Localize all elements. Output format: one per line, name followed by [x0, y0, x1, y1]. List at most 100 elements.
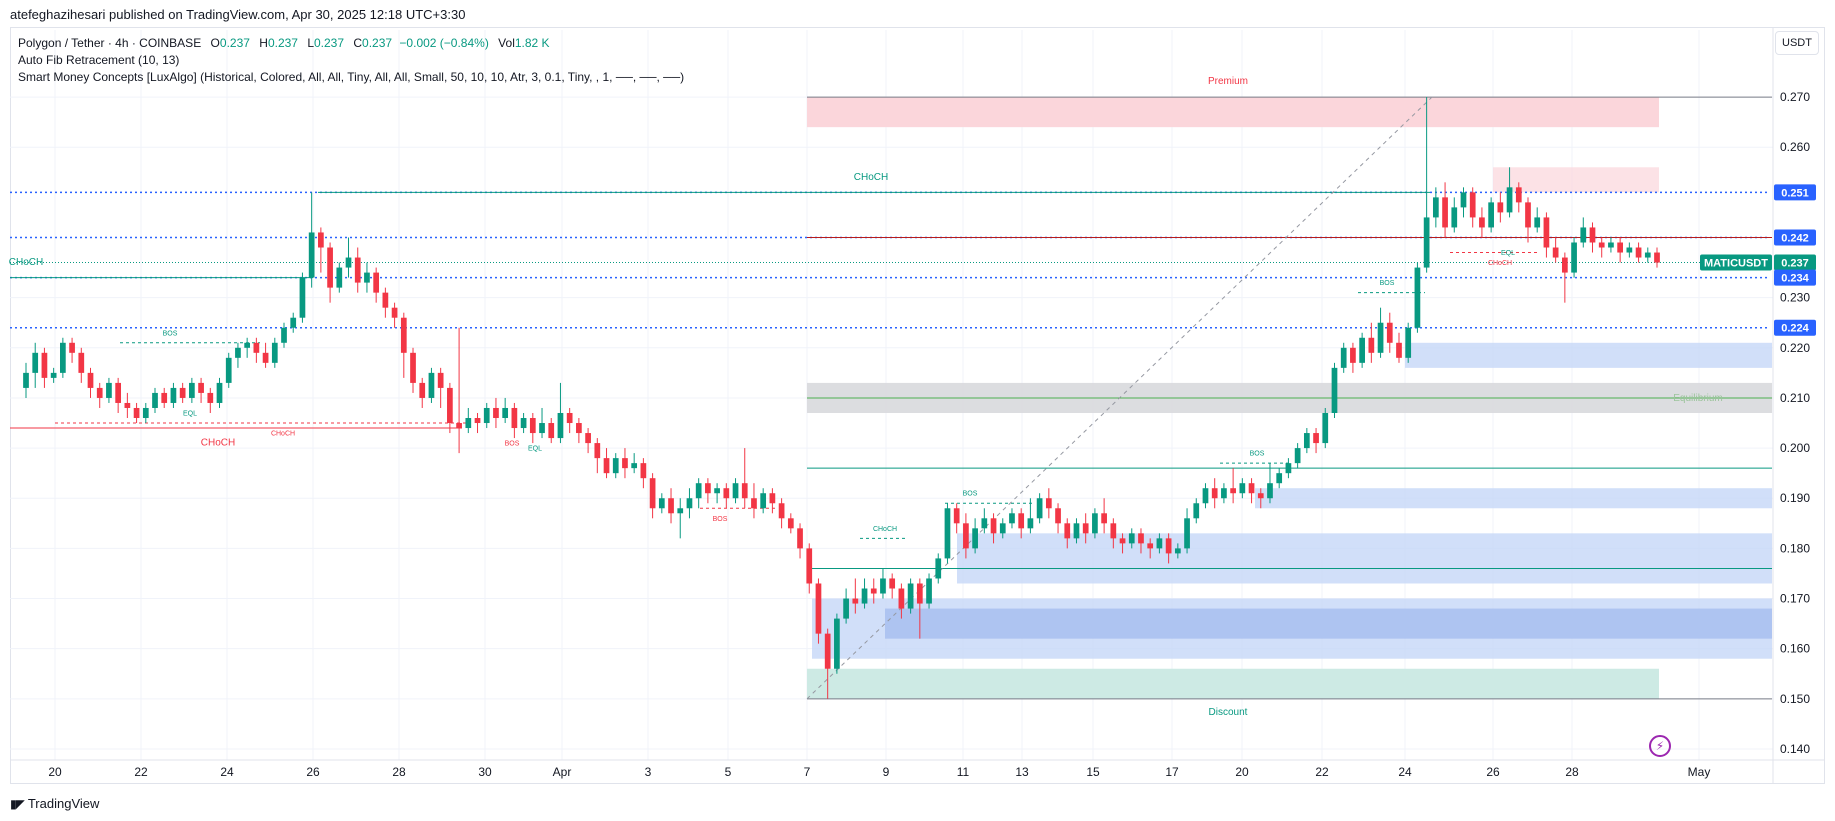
candle-body: [225, 357, 232, 383]
candle-body: [1036, 498, 1043, 519]
currency-button[interactable]: USDT: [1775, 31, 1819, 55]
price-axis: 0.270 0.260 0.230 0.220 0.210 0.200 0.190 0.180…: [1700, 28, 1816, 783]
candle-body: [483, 407, 490, 424]
candle-body: [1423, 217, 1430, 268]
candle-body: [539, 423, 545, 434]
open-value: 0.237: [219, 36, 250, 50]
candle-body: [502, 407, 509, 419]
y-tick-label: 0.220: [1780, 341, 1810, 355]
eql-label: EQL: [1501, 250, 1515, 257]
candle-body: [1561, 257, 1568, 273]
candle-body: [244, 342, 251, 348]
candle-body: [1045, 498, 1052, 509]
candle-body: [262, 352, 269, 363]
candle-body: [1230, 488, 1236, 494]
x-tick-label: 7: [804, 765, 811, 779]
candle-body: [493, 407, 499, 419]
candle-body: [1027, 518, 1034, 529]
candle-body: [1174, 548, 1181, 554]
price-badge: [1774, 254, 1816, 271]
candle-body: [189, 382, 195, 398]
candle-body: [1451, 207, 1458, 228]
x-tick-label: Apr: [553, 765, 572, 779]
order-block: [1405, 342, 1772, 368]
time-axis: 20 22 24 26 28 30 Apr 3 5 7 9 11 13 15 17 20 22 24 26 28 May: [10, 759, 1825, 779]
x-tick-label: 28: [392, 765, 406, 779]
candle-body: [391, 307, 398, 318]
candle-body: [1644, 252, 1651, 258]
candle-body: [695, 483, 702, 499]
candle-body: [96, 387, 103, 398]
candle-body: [428, 372, 435, 398]
symbol-title[interactable]: Polygon / Tether · 4h · COINBASE: [18, 36, 202, 50]
candle-body: [1294, 448, 1301, 464]
tradingview-brand[interactable]: ▮◤ TradingView: [10, 796, 99, 811]
high-label: H: [259, 36, 268, 50]
candle-body: [474, 418, 481, 424]
y-tick-label: 0.160: [1780, 642, 1810, 656]
discount-zone: [807, 668, 1659, 699]
candle-body: [953, 508, 960, 524]
candle-body: [880, 578, 886, 594]
candle-body: [1497, 202, 1504, 213]
price-badge-text: 0.237: [1781, 258, 1809, 270]
x-tick-label: 5: [725, 765, 732, 779]
candle-body: [1506, 187, 1513, 213]
flash-icon[interactable]: ⚡: [1649, 735, 1671, 757]
candle-body: [179, 387, 186, 398]
price-badge: [1774, 184, 1816, 201]
x-tick-label: 17: [1165, 765, 1179, 779]
bos-label: BOS: [505, 441, 520, 448]
candle-body: [1110, 523, 1117, 539]
brand-label: TradingView: [27, 796, 100, 811]
candle-body: [1138, 533, 1144, 544]
y-tick-label: 0.170: [1780, 592, 1810, 606]
y-tick-label: 0.230: [1780, 291, 1810, 305]
order-block-inner: [885, 608, 1772, 639]
candle-body: [612, 458, 619, 474]
x-tick-label: 15: [1086, 765, 1100, 779]
candle-body: [594, 443, 601, 459]
candle-body: [1442, 197, 1448, 228]
indicator-smc[interactable]: Smart Money Concepts [LuxAlgo] (Historic…: [18, 70, 685, 84]
candle-body: [69, 342, 75, 353]
candle-body: [345, 257, 352, 268]
volume-label: Vol: [498, 36, 515, 50]
candle-body: [1469, 192, 1476, 218]
candle-body: [1211, 488, 1218, 499]
candle-body: [1608, 242, 1614, 248]
candle-body: [815, 583, 822, 634]
candle-body: [1156, 538, 1163, 549]
candle-body: [677, 508, 684, 514]
candle-body: [1386, 322, 1393, 343]
candle-body: [1055, 508, 1061, 524]
x-tick-label: 20: [1235, 765, 1249, 779]
candle-body: [622, 458, 628, 469]
symbol-badge-text: MATICUSDT: [1704, 258, 1768, 270]
candle-body: [603, 458, 610, 474]
y-tick-label: 0.180: [1780, 541, 1810, 555]
candle-body: [963, 523, 969, 549]
candle-body: [78, 352, 85, 373]
candle-body: [170, 387, 177, 403]
candle-body: [1414, 267, 1421, 328]
premium-zone: [807, 97, 1659, 128]
annotations-layer: Premium Discount Equilibrium CHoCH CHoCH CHoC…: [9, 76, 1723, 718]
candle-body: [1359, 337, 1365, 363]
order-block: [1255, 488, 1772, 509]
candle-body: [668, 498, 674, 514]
y-tick-label: 0.150: [1780, 692, 1810, 706]
tradingview-logo-icon: ▮◤: [10, 796, 25, 811]
candle-body: [207, 392, 214, 403]
price-badge-text: 0.251: [1781, 187, 1809, 199]
candle-body: [1515, 187, 1522, 203]
candle-body: [1552, 247, 1559, 258]
candle-body: [1073, 523, 1080, 539]
candle-body: [106, 382, 112, 398]
indicator-fib[interactable]: Auto Fib Retracement (10, 13): [18, 53, 180, 67]
candle-body: [23, 372, 29, 388]
symbol-badge: [1700, 254, 1772, 271]
candle-body: [834, 618, 840, 669]
candle-body: [1525, 202, 1531, 228]
